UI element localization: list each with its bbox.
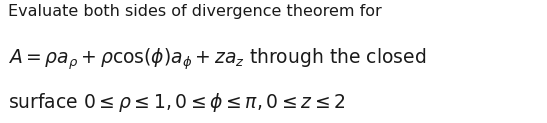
Text: $A = \rho a_{\rho} + \rho\cos(\phi)a_{\phi} + za_{z}$ through the closed: $A = \rho a_{\rho} + \rho\cos(\phi)a_{\p…: [8, 47, 427, 72]
Text: Evaluate both sides of divergence theorem for: Evaluate both sides of divergence theore…: [8, 4, 382, 19]
Text: surface $0 \leq \rho \leq 1, 0 \leq \phi \leq \pi, 0 \leq z \leq 2$: surface $0 \leq \rho \leq 1, 0 \leq \phi…: [8, 91, 346, 114]
